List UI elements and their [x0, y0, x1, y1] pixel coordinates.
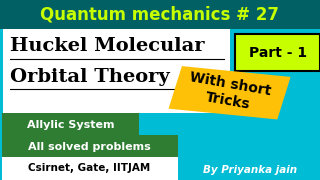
Text: With short
Tricks: With short Tricks — [186, 71, 272, 115]
FancyBboxPatch shape — [2, 135, 178, 158]
Bar — [0, 0, 320, 29]
FancyBboxPatch shape — [235, 34, 320, 71]
FancyBboxPatch shape — [169, 66, 291, 120]
Text: By Priyanka jain: By Priyanka jain — [203, 165, 297, 175]
Text: Orbital Theory: Orbital Theory — [10, 68, 169, 86]
FancyBboxPatch shape — [2, 112, 139, 137]
Text: Huckel Molecular: Huckel Molecular — [10, 37, 204, 55]
Text: Part - 1: Part - 1 — [249, 46, 307, 60]
Bar — [3, 29, 230, 113]
Text: Csirnet, Gate, IITJAM: Csirnet, Gate, IITJAM — [28, 163, 151, 173]
Text: Allylic System: Allylic System — [27, 120, 114, 130]
Text: All solved problems: All solved problems — [28, 142, 151, 152]
Text: Quantum mechanics # 27: Quantum mechanics # 27 — [41, 6, 279, 24]
FancyBboxPatch shape — [2, 157, 178, 180]
